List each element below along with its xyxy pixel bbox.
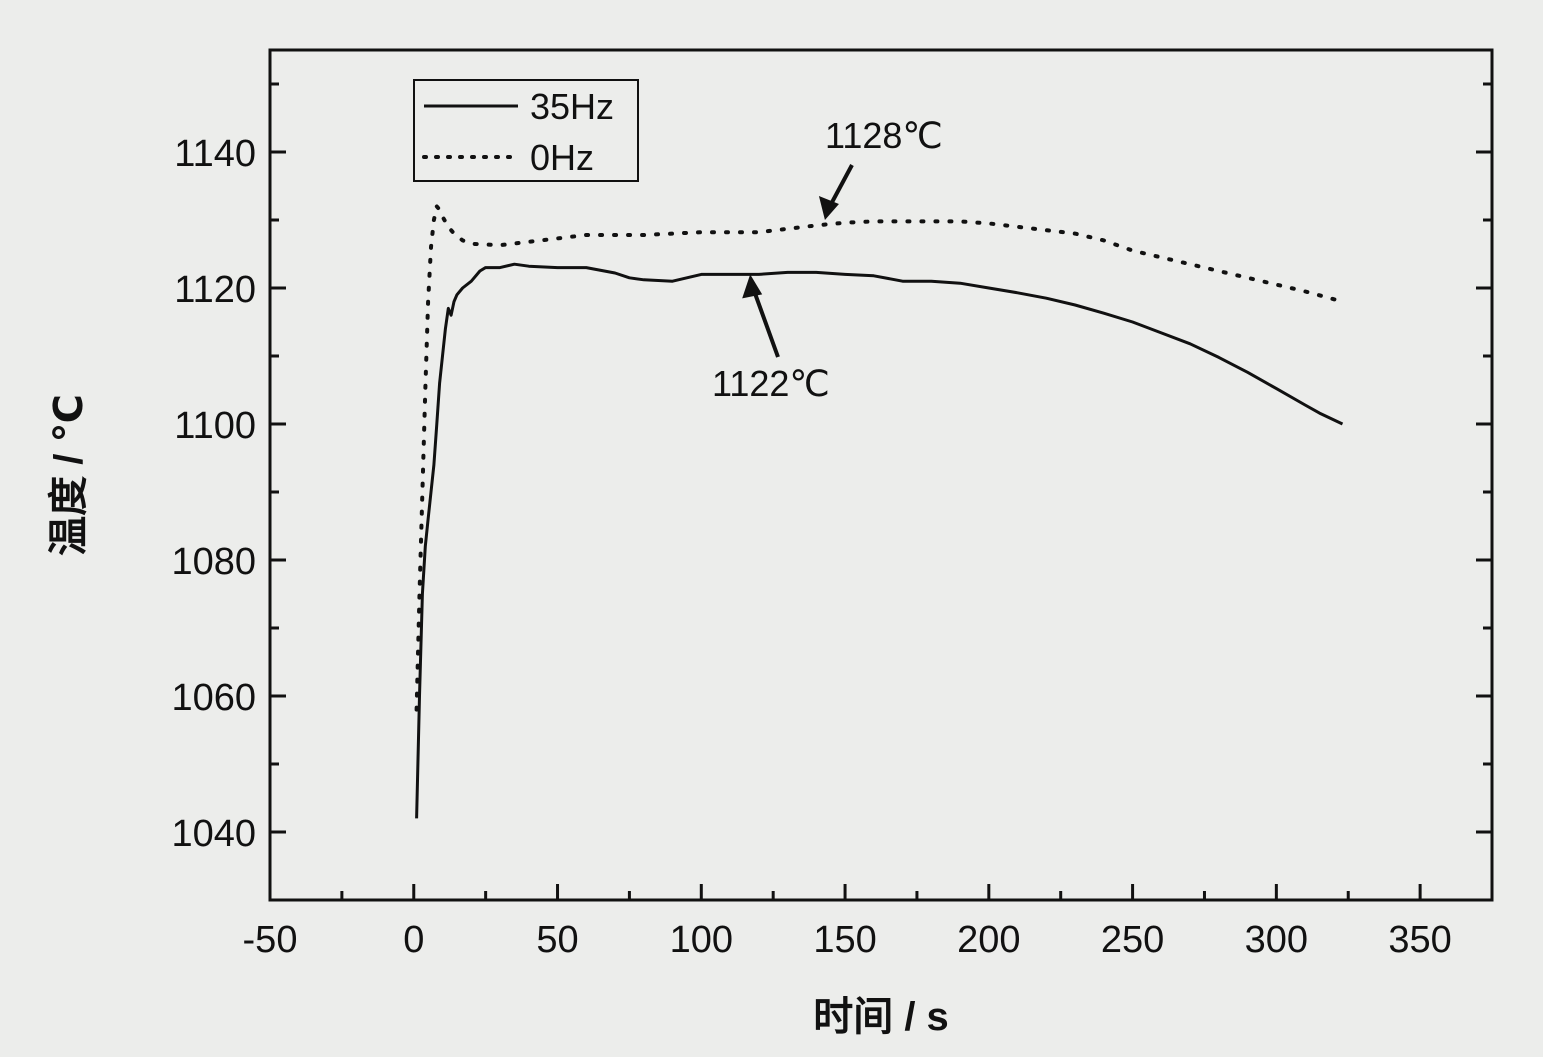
x-tick-label: 100 (670, 919, 733, 961)
x-tick-label: 250 (1101, 919, 1164, 961)
x-axis-label: 时间 / s (813, 995, 949, 1039)
series-line-35hz (415, 262, 1344, 819)
y-tick-label: 1120 (174, 269, 256, 311)
x-tick-label: 200 (957, 919, 1020, 961)
annotation-label-1122: 1122℃ (712, 363, 830, 404)
y-tick-label: 1100 (174, 405, 256, 447)
x-tick-label: 350 (1388, 919, 1451, 961)
x-tick-label: 300 (1245, 919, 1308, 961)
y-axis-ticks: 1040 1060 1080 1100 1120 1140 (171, 82, 1492, 902)
legend: 35Hz 0Hz (413, 79, 639, 182)
series-layer (414, 201, 1345, 819)
legend-box (413, 79, 639, 182)
legend-label-0hz: 0Hz (530, 137, 594, 178)
annotation-arrow-1128 (827, 164, 854, 209)
x-tick-label: 50 (536, 919, 578, 961)
x-tick-label: 0 (403, 919, 424, 961)
annotations: 1128℃ 1122℃ (712, 115, 943, 404)
legend-label-35hz: 35Hz (530, 86, 614, 127)
y-axis-label: 温度 / ℃ (47, 394, 91, 556)
annotation-arrowhead-1128 (818, 196, 839, 220)
annotation-arrow-1122 (751, 287, 780, 358)
x-tick-label: 150 (813, 919, 876, 961)
y-tick-label: 1040 (171, 813, 256, 855)
annotation-label-1128: 1128℃ (825, 115, 943, 156)
series-line-0hz (414, 201, 1345, 712)
y-tick-label: 1080 (171, 541, 256, 583)
x-axis-ticks: -50 0 50 100 150 200 250 300 350 (243, 884, 1452, 961)
x-tick-label: -50 (243, 919, 298, 961)
y-tick-label: 1060 (171, 677, 256, 719)
annotation-arrowhead-1122 (742, 274, 763, 299)
plot-frame (268, 48, 1494, 902)
y-tick-label: 1140 (174, 133, 256, 175)
